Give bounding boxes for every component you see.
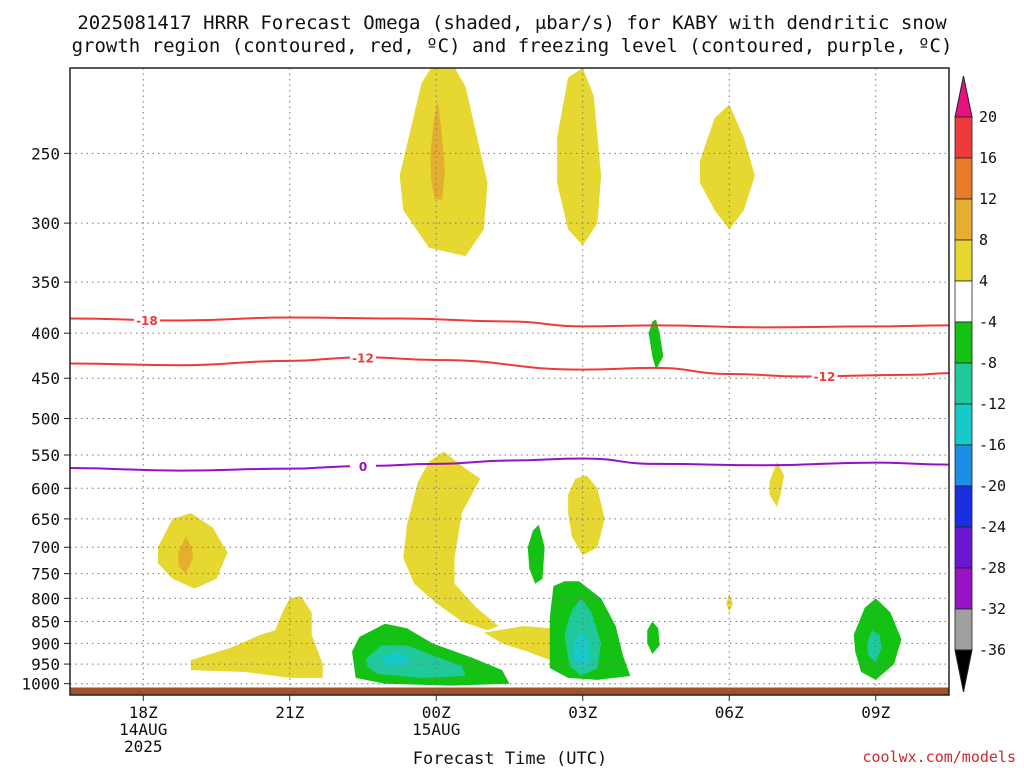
chart-title-line-1: 2025081417 HRRR Forecast Omega (shaded, …: [77, 12, 947, 34]
x-tick-label-06Z: 06Z: [715, 703, 744, 722]
omega-region-yellow-07Z: [770, 462, 785, 507]
contour-layer: -18 -12 -12 0: [70, 312, 949, 474]
x-axis-label: Forecast Time (UTC): [413, 749, 607, 768]
colorbar-box-2: [955, 199, 972, 240]
x-tick-year-18Z: 2025: [124, 737, 163, 756]
y-tick-label-400: 400: [31, 324, 60, 343]
y-tick-label-700: 700: [31, 538, 60, 557]
colorbar-label-2: 12: [979, 190, 997, 208]
y-tick-label-800: 800: [31, 589, 60, 608]
omega-region-upper-06Z: [700, 104, 755, 229]
colorbar-box-5: [955, 322, 972, 363]
colorbar-box-12: [955, 609, 972, 650]
y-tick-label-650: 650: [31, 510, 60, 529]
contour-label--12-1: -12: [814, 370, 836, 384]
colorbar-box-3: [955, 240, 972, 281]
colorbar-label-12: -32: [979, 600, 1006, 618]
contour-label--18-0: -18: [136, 314, 158, 328]
surface-band: [70, 687, 949, 695]
y-tick-label-450: 450: [31, 369, 60, 388]
omega-region-upper-00Z: [400, 48, 488, 256]
credit-text: coolwx.com/models: [862, 748, 1016, 766]
omega-region-upper-03Z: [557, 68, 601, 245]
y-tick-label-250: 250: [31, 144, 60, 163]
colorbar: 20 16 12 8 4 -4 -8 -12 -16 -20 -24 -28 -32 -36: [955, 76, 1006, 692]
y-tick-label-350: 350: [31, 273, 60, 292]
colorbar-label-13: -36: [979, 641, 1006, 659]
colorbar-label-1: 16: [979, 149, 997, 167]
colorbar-label-7: -12: [979, 395, 1006, 413]
colorbar-box-9: [955, 486, 972, 527]
x-tick-label-09Z: 09Z: [861, 703, 890, 722]
colorbar-box-11: [955, 568, 972, 609]
colorbar-label-3: 8: [979, 231, 988, 249]
contour-freezing-level-0: [70, 458, 949, 470]
omega-region-low-21Z: [191, 596, 323, 678]
y-tick-label-900: 900: [31, 634, 60, 653]
omega-region-mid-03Z: [568, 475, 605, 555]
y-tick-label-850: 850: [31, 613, 60, 632]
omega-time-height-chart: 2025081417 HRRR Forecast Omega (shaded, …: [0, 0, 1024, 768]
colorbar-label-11: -28: [979, 559, 1006, 577]
colorbar-box-8: [955, 445, 972, 486]
omega-region-green-0230Z: [528, 525, 545, 584]
chart-title-line-2: growth region (contoured, red, ºC) and f…: [72, 35, 953, 57]
colorbar-label-8: -16: [979, 436, 1006, 454]
x-tick-label-03Z: 03Z: [568, 703, 597, 722]
colorbar-box-1: [955, 158, 972, 199]
y-tick-label-1000: 1000: [21, 675, 60, 694]
x-tick-date-00Z: 15AUG: [412, 720, 460, 739]
colorbar-bottom-triangle: [955, 650, 972, 692]
colorbar-top-triangle: [955, 76, 972, 117]
contour-label--12-0: -12: [352, 351, 374, 365]
colorbar-label-4: 4: [979, 272, 988, 290]
y-tick-label-950: 950: [31, 655, 60, 674]
colorbar-box-7: [955, 404, 972, 445]
y-axis: 250 300 350 400 450 500 550 600 650 700 750 800 850 9…: [21, 144, 70, 693]
colorbar-box-10: [955, 527, 972, 568]
contour-label-0-0: 0: [359, 460, 367, 474]
y-tick-label-600: 600: [31, 479, 60, 498]
y-tick-label-500: 500: [31, 410, 60, 429]
x-tick-label-21Z: 21Z: [275, 703, 304, 722]
colorbar-label-10: -24: [979, 518, 1006, 536]
colorbar-box-4: [955, 281, 972, 322]
colorbar-label-6: -8: [979, 354, 997, 372]
omega-region-green-0500Z-mid: [649, 320, 664, 370]
omega-region-mid-00Z: [403, 451, 498, 630]
y-tick-label-550: 550: [31, 446, 60, 465]
omega-region-left-19Z: [158, 513, 228, 589]
y-tick-label-300: 300: [31, 214, 60, 233]
surface-ground: [70, 687, 949, 695]
contour-dendritic--18: [70, 318, 949, 328]
colorbar-label-9: -20: [979, 477, 1006, 495]
colorbar-box-6: [955, 363, 972, 404]
colorbar-label-0: 20: [979, 108, 997, 126]
y-tick-label-750: 750: [31, 565, 60, 584]
colorbar-label-5: -4: [979, 313, 997, 331]
colorbar-box-0: [955, 117, 972, 158]
omega-region-green-0500Z-low: [647, 622, 659, 654]
